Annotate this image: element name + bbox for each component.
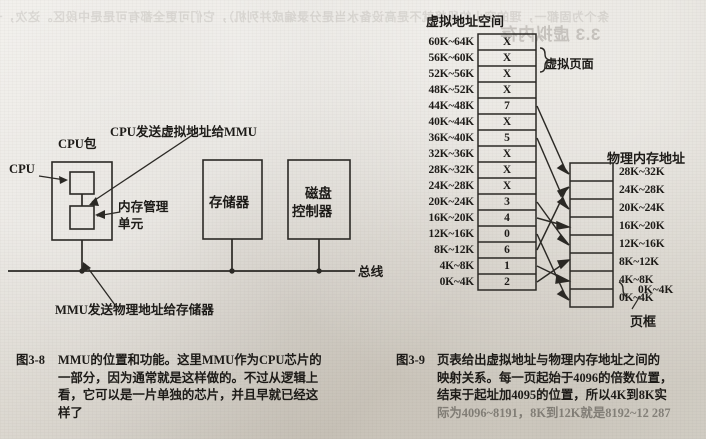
physical-range-label: 8K~12K xyxy=(619,256,659,268)
physical-range-label: 12K~16K xyxy=(619,238,665,250)
page-table-entry: 5 xyxy=(504,132,510,144)
virtual-range-label: 40K~44K xyxy=(428,116,475,128)
virtual-range-label: 28K~32K xyxy=(428,164,475,176)
virtual-range-label: 4K~8K xyxy=(439,260,475,272)
caption-right-number: 图3-9 xyxy=(396,353,425,367)
cpu-package-label: CPU包 xyxy=(58,137,97,151)
caption-line: 一部分，因为通常就是这样做的。不过从逻辑上 xyxy=(58,370,319,385)
physical-memory-title: 物理内存地址 xyxy=(607,151,686,166)
page-table-entry: 2 xyxy=(504,276,510,288)
virtual-range-label: 8K~12K xyxy=(434,244,474,256)
page-table-entry: X xyxy=(502,180,512,192)
physical-range-label: 4K~8K xyxy=(619,274,654,286)
virtual-range-label: 16K~20K xyxy=(428,212,475,224)
virtual-range-label: 12K~16K xyxy=(428,228,475,240)
figure-mmu-vectors xyxy=(8,131,355,306)
mapping-arrows xyxy=(536,105,572,301)
virtual-range-label: 32K~36K xyxy=(428,148,475,160)
virtual-range-label: 52K~56K xyxy=(428,68,475,80)
page-frame-label: 页框 xyxy=(630,314,657,329)
caption-line: 页表给出虚拟地址与物理内存地址之间的 xyxy=(437,353,661,367)
caption-line: 映射关系。每一页起始于4096的倍数位置， xyxy=(437,370,673,385)
mmu-unit-label-line1: 内存管理 xyxy=(118,200,169,214)
cpu-label: CPU xyxy=(9,162,35,176)
physical-range-label: 0K~4K xyxy=(619,292,654,304)
page-table-entry: 3 xyxy=(504,196,510,208)
disk-controller-label-line2: 控制器 xyxy=(292,204,333,219)
virtual-range-label: 24K~28K xyxy=(428,180,475,192)
page-table-entry: 0 xyxy=(504,228,510,240)
page-frame-bracket xyxy=(618,281,628,298)
page-table-entry: X xyxy=(502,164,512,176)
virtual-range-label: 44K~48K xyxy=(428,100,475,112)
page-table-entry: X xyxy=(502,84,512,96)
virtual-pages-bracket xyxy=(539,47,552,73)
page-table-entry: X xyxy=(502,116,512,128)
mmu-top-annotation: CPU发送虚拟地址给MMU xyxy=(110,125,257,139)
mmu-unit-label-line2: 单元 xyxy=(118,217,144,231)
arrowheads-mmu xyxy=(59,176,105,273)
caption-line: MMU的位置和功能。这里MMU作为CPU芯片的 xyxy=(58,353,322,367)
page-table-entry: 6 xyxy=(504,244,510,256)
physical-range-label: 24K~28K xyxy=(619,184,665,196)
page-table-entry: 4 xyxy=(504,212,510,224)
virtual-range-label: 48K~52K xyxy=(428,84,475,96)
page-frame-bracket-range: 0K~4K xyxy=(638,284,674,296)
page-table-entry: 1 xyxy=(504,260,510,272)
caption-left-number: 图3-8 xyxy=(16,353,45,367)
page-table-entry: 7 xyxy=(504,100,510,112)
caption-line: 结束于起址加4095的位置，所以4K到8K实 xyxy=(437,388,667,403)
mmu-bottom-annotation: MMU发送物理地址给存储器 xyxy=(55,303,214,317)
page-table-entry: X xyxy=(502,148,512,160)
caption-right-text: 页表给出虚拟地址与物理内存地址之间的 映射关系。每一页起始于4096的倍数位置， 结… xyxy=(437,352,706,422)
virtual-range-label: 56K~60K xyxy=(428,52,475,64)
virtual-address-space-title: 虚拟地址空间 xyxy=(426,14,505,29)
virtual-range-label: 20K~24K xyxy=(428,196,475,208)
caption-line: 际为4096~8191，8K到12K就是8192~12 287 xyxy=(437,405,671,420)
virtual-range-label: 60K~64K xyxy=(428,36,475,48)
virtual-range-label: 36K~40K xyxy=(428,132,475,144)
bus-label: 总线 xyxy=(358,265,384,279)
bus-junction-dots xyxy=(79,268,322,274)
caption-line: 看，它可以是一片单独的芯片，并且早就已经这 xyxy=(58,388,319,403)
memory-box-label: 存储器 xyxy=(209,195,250,210)
page-table-entry: X xyxy=(502,36,512,48)
physical-range-label: 20K~24K xyxy=(619,202,665,214)
page-table-entry: X xyxy=(502,52,512,64)
caption-left-text: MMU的位置和功能。这里MMU作为CPU芯片的 一部分，因为通常就是这样做的。不过… xyxy=(58,352,358,422)
physical-range-label: 28K~32K xyxy=(619,166,665,178)
page-table-entry: X xyxy=(502,68,512,80)
virtual-pages-bracket-label: 虚拟页面 xyxy=(545,57,594,71)
caption-line: 样了 xyxy=(58,405,83,420)
page-frame-leader-line xyxy=(631,295,641,310)
figure-pagetable-vectors xyxy=(477,33,641,310)
disk-controller-label-line1: 磁盘 xyxy=(305,186,332,201)
virtual-range-label: 0K~4K xyxy=(439,276,475,288)
physical-range-label: 16K~20K xyxy=(619,220,665,232)
